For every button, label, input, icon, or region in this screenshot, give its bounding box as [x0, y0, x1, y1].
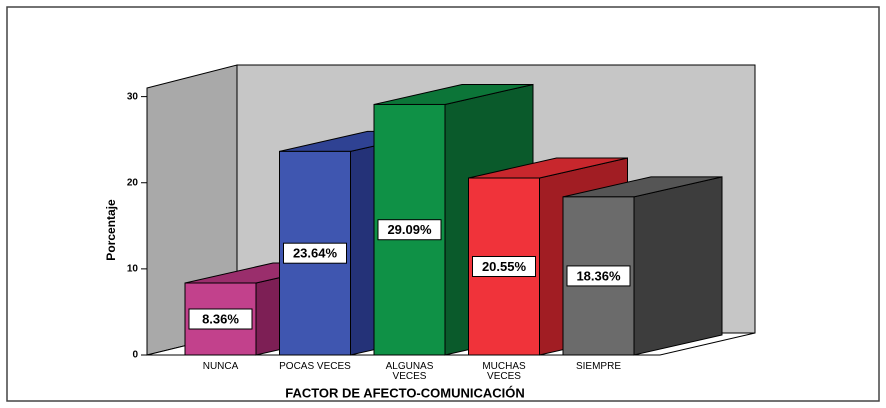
- x-tick-label: NUNCA: [202, 361, 239, 372]
- bar-side: [633, 176, 723, 356]
- y-tick-label: 10: [127, 264, 139, 275]
- x-tick-label: ALGUNAS VECES: [385, 361, 434, 382]
- y-tick-label: 30: [127, 91, 139, 102]
- value-label: 8.36%: [202, 311, 239, 326]
- x-tick-label: POCAS VECES: [279, 361, 351, 372]
- y-tick-label: 0: [132, 350, 138, 361]
- value-label: 18.36%: [576, 268, 621, 283]
- x-tick-label: SIEMPRE: [575, 361, 621, 372]
- x-tick-label: MUCHAS VECES: [482, 361, 526, 382]
- value-label-box: [283, 242, 347, 264]
- value-label-box: [188, 308, 253, 330]
- value-label-box: [377, 219, 442, 241]
- x-axis-label: FACTOR DE AFECTO-COMUNICACIÓN: [285, 385, 525, 400]
- y-tick-label: 20: [127, 177, 139, 188]
- value-label-box: [472, 256, 536, 278]
- value-label: 29.09%: [387, 222, 432, 237]
- value-label: 20.55%: [482, 259, 527, 274]
- value-label: 23.64%: [293, 246, 338, 261]
- y-axis-label: Porcentaje: [104, 199, 118, 261]
- value-label-box: [566, 265, 631, 287]
